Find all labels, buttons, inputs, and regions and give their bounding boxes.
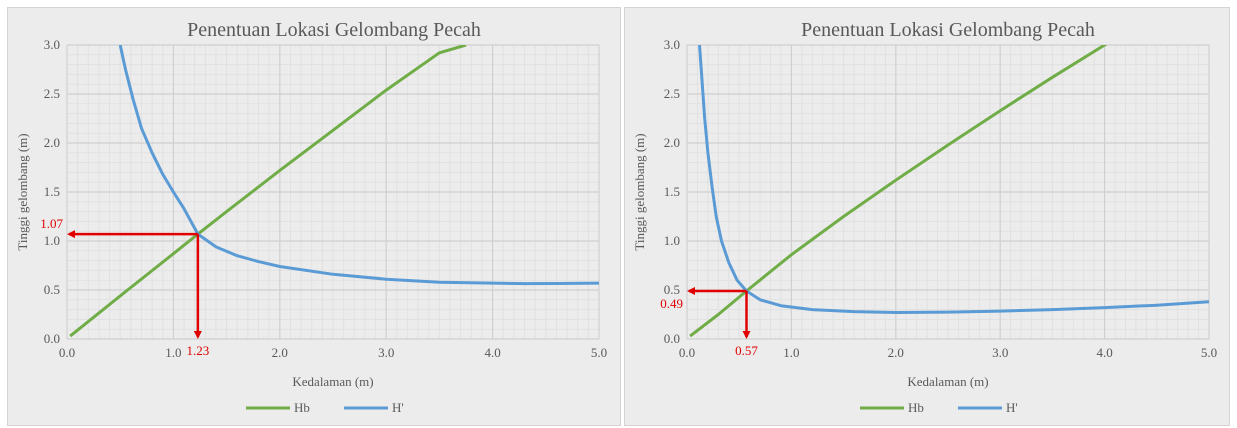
x-tick-label: 0.0 [59,345,75,360]
x-tick-label: 5.0 [591,345,607,360]
y-tick-label: 3.0 [44,37,60,52]
y-tick-label: 0.5 [664,282,680,297]
x-tick-label: 1.0 [165,345,181,360]
annotation-label: 1.23 [186,343,209,358]
x-tick-label: 5.0 [1201,345,1217,360]
y-tick-label: 1.0 [664,233,680,248]
y-tick-label: 2.0 [664,135,680,150]
chart-panel-left: 1.07 1.23 0.0 1.0 2.0 3.0 4.0 5.0 0.0 0.5 1.0 1.5 2.… [7,7,621,426]
chart-title: Penentuan Lokasi Gelombang Pecah [187,19,481,41]
y-tick-label: 2.0 [44,135,60,150]
y-tick-label: 0.0 [44,331,60,346]
y-tick-label: 1.0 [44,233,60,248]
chart-panel-right: 0.49 0.57 0.0 1.0 2.0 3.0 4.0 5.0 0.0 0.5 1.0 1.5 2.… [624,7,1230,426]
series-line-hprime [118,45,599,286]
x-axis-label: Kedalaman (m) [292,374,373,389]
legend-label-hprime: H' [392,400,404,415]
y-tick-label: 2.5 [44,86,60,101]
series-line-hprime [698,45,1209,314]
legend: Hb H' [246,400,404,415]
legend-label-hprime: H' [1006,400,1018,415]
x-tick-label: 3.0 [378,345,394,360]
annotation-label: 0.57 [735,343,758,358]
x-tick-label: 2.0 [272,345,288,360]
legend-label-hb: Hb [294,400,310,415]
chart-title: Penentuan Lokasi Gelombang Pecah [801,19,1095,41]
x-tick-label: 2.0 [888,345,904,360]
y-axis-label: Tinggi gelombang (m) [15,133,30,250]
y-tick-label: 3.0 [664,37,680,52]
legend-label-hb: Hb [908,400,924,415]
x-tick-label: 3.0 [992,345,1008,360]
legend: Hb H' [860,400,1018,415]
chart-left: 1.07 1.23 0.0 1.0 2.0 3.0 4.0 5.0 0.0 0.5 1.0 1.5 2.… [15,19,607,415]
x-tick-label: 1.0 [783,345,799,360]
x-tick-label: 4.0 [484,345,500,360]
annotation-label: 1.07 [40,216,63,231]
y-tick-label: 0.5 [44,282,60,297]
y-axis-label: Tinggi gelombang (m) [632,133,647,250]
y-tick-label: 2.5 [664,86,680,101]
x-axis-label: Kedalaman (m) [907,374,988,389]
y-tick-label: 1.5 [664,184,680,199]
chart-right: 0.49 0.57 0.0 1.0 2.0 3.0 4.0 5.0 0.0 0.5 1.0 1.5 2.… [632,19,1217,415]
series-line-hb [689,45,1108,338]
x-tick-label: 4.0 [1096,345,1112,360]
annotation-label: 0.49 [660,296,683,311]
y-tick-label: 0.0 [664,331,680,346]
series-line-hb [69,45,467,338]
y-tick-label: 1.5 [44,184,60,199]
x-tick-label: 0.0 [679,345,695,360]
